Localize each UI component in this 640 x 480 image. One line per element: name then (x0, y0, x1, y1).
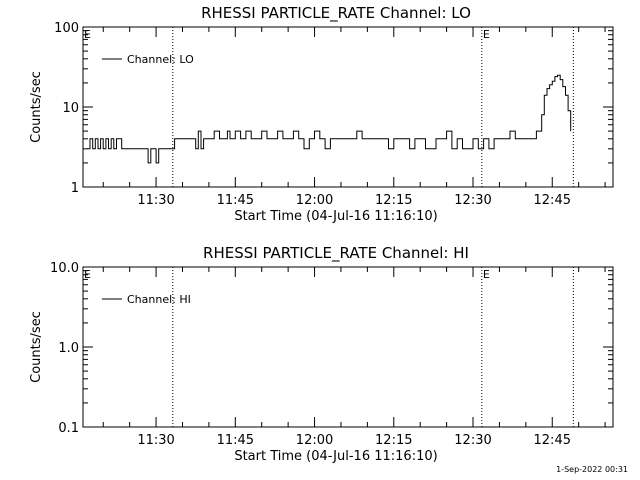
x-tick-label: 11:30 (137, 193, 174, 208)
x-tick-label: 12:30 (454, 193, 491, 208)
y-tick-label: 0.1 (58, 421, 79, 436)
chart-title: RHESSI PARTICLE_RATE Channel: LO (201, 4, 471, 23)
event-label: E (84, 28, 91, 41)
footer-timestamp: 1-Sep-2022 00:31 (556, 465, 628, 474)
x-tick-label: 12:15 (375, 433, 412, 448)
event-label: E (483, 268, 490, 281)
x-tick-label: 12:30 (454, 433, 491, 448)
x-tick-label: 12:45 (534, 433, 571, 448)
x-axis-label: Start Time (04-Jul-16 11:16:10) (234, 449, 437, 464)
x-tick-label: 12:00 (296, 193, 333, 208)
y-axis-label: Counts/sec (29, 71, 44, 143)
x-tick-label: 12:15 (375, 193, 412, 208)
y-tick-label: 10.0 (50, 261, 79, 276)
event-label: E (483, 28, 490, 41)
panel-channel-hi: RHESSI PARTICLE_RATE Channel: HI Start Ti… (29, 244, 614, 464)
series-line (87, 74, 572, 164)
x-tick-label: 11:45 (217, 193, 254, 208)
y-tick-label: 1.0 (58, 341, 79, 356)
y-tick-label: 100 (54, 21, 79, 36)
legend-label: Channel: LO (127, 53, 194, 66)
x-axis-label: Start Time (04-Jul-16 11:16:10) (234, 209, 437, 224)
y-axis-label: Counts/sec (29, 311, 44, 383)
legend-label: Channel: HI (127, 293, 191, 306)
x-tick-label: 12:00 (296, 433, 333, 448)
x-tick-label: 12:45 (534, 193, 571, 208)
y-tick-label: 1 (71, 181, 79, 196)
x-tick-label: 11:45 (217, 433, 254, 448)
event-label: E (84, 268, 91, 281)
panel-channel-lo: RHESSI PARTICLE_RATE Channel: LO Start Ti… (29, 4, 614, 224)
x-tick-label: 11:30 (137, 433, 174, 448)
y-tick-label: 10 (62, 101, 79, 116)
chart-title: RHESSI PARTICLE_RATE Channel: HI (203, 244, 469, 263)
